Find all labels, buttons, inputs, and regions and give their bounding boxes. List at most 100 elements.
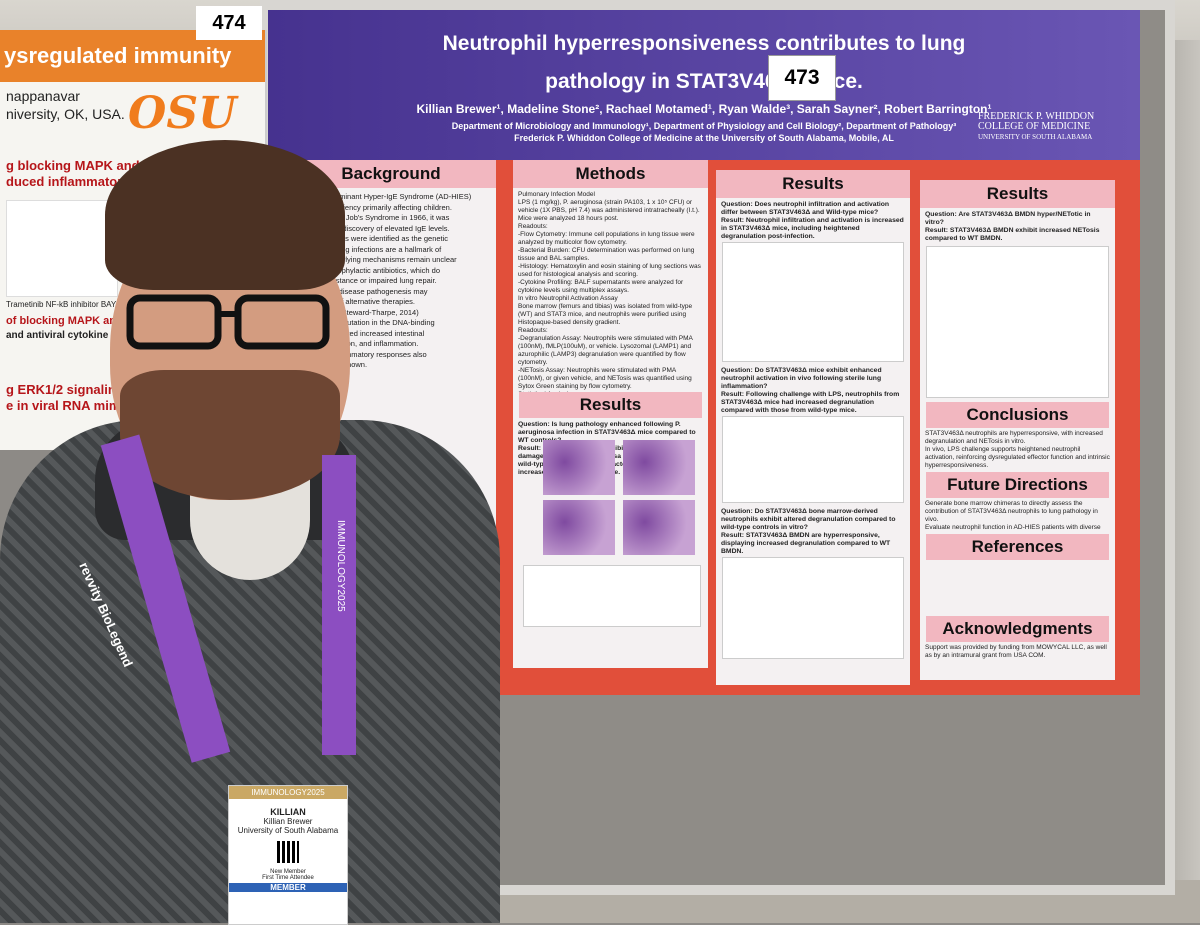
results3-column: Results Question: Are STAT3V463Δ BMDN hy… (920, 180, 1115, 680)
poster-departments: Department of Microbiology and Immunolog… (451, 121, 957, 131)
poster-title-line2: pathology in STAT3V463Δ mice. (545, 70, 863, 93)
person-beard (120, 370, 340, 500)
flow-cytometry-figure (722, 242, 904, 362)
methods-line: Statistical Analysis (518, 391, 703, 392)
results2-result: Result: Neutrophil infiltration and acti… (721, 217, 904, 240)
netosis-figure (926, 246, 1109, 398)
badge-member-ribbon: MEMBER (229, 883, 347, 892)
conclusion-item: STAT3V463Δ neutrophils are hyperresponsi… (925, 430, 1103, 445)
results2-result: Result: Following challenge with LPS, ne… (721, 391, 900, 414)
background-line: STAT3-V463Δ mutation in the DNA-binding (292, 318, 435, 327)
logo-line: FREDERICK P. WHIDDON (978, 111, 1095, 122)
badge-first-name: KILLIAN (270, 807, 306, 817)
methods-line: In vitro Neutrophil Activation Assay (518, 295, 618, 302)
methods-text: Pulmonary Infection Model LPS (1 mg/kg), … (513, 188, 708, 392)
badge-event: IMMUNOLOGY2025 (229, 786, 347, 799)
methods-line: -Flow Cytometry: Immune cell populations… (518, 231, 695, 246)
background-line: re immunodeficiency primarily affecting … (292, 202, 452, 212)
name-badge: IMMUNOLOGY2025 KILLIAN Killian Brewer Un… (228, 785, 348, 925)
results3-text: Question: Are STAT3V463Δ BMDN hyper/NETo… (920, 208, 1115, 244)
conclusions-text: STAT3V463Δ neutrophils are hyperresponsi… (920, 428, 1115, 470)
references-header: References (926, 534, 1109, 560)
glasses-icon (126, 294, 330, 350)
bar-chart-figure (523, 565, 701, 627)
badge-full-name: Killian Brewer (263, 817, 313, 826)
neighbor-text: and antiviral cytokine response. M (6, 330, 170, 341)
methods-line: Bone marrow (femurs and tibias) was isol… (518, 303, 693, 326)
poster-title-line1: Neutrophil hyperresponsiveness contribut… (442, 32, 966, 55)
methods-line: Readouts: (518, 223, 548, 230)
methods-line: Readouts: (518, 327, 548, 334)
methods-line: -Degranulation Assay: Neutrophils were s… (518, 335, 693, 366)
research-poster: Neutrophil hyperresponsiveness contribut… (268, 10, 1140, 695)
results3-question: Question: Are STAT3V463Δ BMDN hyper/NETo… (925, 211, 1091, 226)
methods-line: -Cytokine Profiling: BALF supernatants w… (518, 279, 684, 294)
background-line: development of alternative therapies. (292, 297, 415, 306)
poster-header (268, 10, 1140, 160)
logo-line: UNIVERSITY OF SOUTH ALABAMA (978, 133, 1093, 141)
results1-header: Results (519, 392, 702, 418)
histology-image (543, 500, 615, 555)
background-line: heightened inflammatory responses also (292, 349, 427, 359)
neighbor-text: Trametinib NF-kB inhibitor BAY p-P38 (6, 300, 140, 309)
badge-ribbon: New Member (270, 869, 306, 875)
results2-column: Results Question: Does neutrophil infilt… (716, 170, 910, 685)
acknowledgments-header: Acknowledgments (926, 616, 1109, 642)
person-hair (105, 140, 345, 290)
neighbor-author: nappanavar (6, 88, 80, 104)
conclusions-header: Conclusions (926, 402, 1109, 428)
badge-ribbon: First Time Attendee (262, 875, 314, 881)
future-header: Future Directions (926, 472, 1109, 498)
methods-line: -Histology: Hematoxylin and eosin staini… (518, 263, 701, 278)
results2-q2: Question: Do STAT3V463Δ mice exhibit enh… (716, 364, 910, 414)
badge-org: University of South Alabama (237, 826, 339, 835)
future-item: Generate bone marrow chimeras to directl… (925, 500, 1098, 523)
poster-authors: Killian Brewer¹, Madeline Stone², Rachae… (416, 102, 992, 116)
histology-image (623, 500, 695, 555)
poster-institution: Frederick P. Whiddon College of Medicine… (514, 133, 894, 143)
background-line: key drivers of disease pathogenesis may (292, 286, 428, 296)
background-line: t and severe lung infections are a hallm… (292, 244, 442, 254)
results3-header: Results (920, 180, 1115, 208)
results3-result: Result: STAT3V463Δ BMDN exhibit increase… (925, 227, 1100, 242)
future-item: Evaluate neutrophil function in AD-HIES … (925, 524, 1101, 531)
results2-question: Question: Does neutrophil infiltration a… (721, 201, 890, 216)
results2-header: Results (716, 170, 910, 198)
qr-code-icon (277, 841, 299, 863)
background-line: STAT3 mutations were identified as the g… (292, 234, 449, 243)
methods-line: Pulmonary Infection Model (518, 191, 595, 198)
poster-number: 473 (768, 55, 836, 101)
background-line: Autosomal Dominant Hyper-IgE Syndrome (A… (292, 192, 472, 201)
results2-result: Result: STAT3V463Δ BMDN are hyperrespons… (721, 532, 891, 555)
osu-logo: OSU (128, 88, 237, 139)
background-line: mouse model (Steward-Tharpe, 2014) (292, 307, 419, 317)
future-text: Generate bone marrow chimeras to directl… (920, 498, 1115, 532)
references-text (920, 560, 1115, 614)
degranulation-figure (722, 416, 904, 503)
results2-q1: Question: Does neutrophil infiltration a… (716, 198, 910, 240)
conclusion-item: In vivo, LPS challenge supports heighten… (925, 446, 1110, 469)
background-line: S, but the underlying mechanisms remain … (292, 255, 457, 264)
histology-image (623, 440, 695, 495)
results2-question: Question: Do STAT3V463Δ bone marrow-deri… (721, 508, 896, 531)
lanyard-right (322, 455, 356, 755)
neighbor-chart (6, 200, 118, 297)
poster-affiliations: Department of Microbiology and Immunolog… (268, 120, 1140, 144)
results2-q3: Question: Do STAT3V463Δ bone marrow-deri… (716, 505, 910, 555)
neighbor-location: niversity, OK, USA. (6, 106, 125, 122)
methods-header: Methods (513, 160, 708, 188)
background-line: antibiotic resistance or impaired lung r… (292, 276, 437, 285)
neighbor-poster-number: 474 (196, 6, 262, 40)
background-line: udies demonstrated increased intestinal (292, 328, 425, 338)
results2-question: Question: Do STAT3V463Δ mice exhibit enh… (721, 367, 882, 390)
background-line: nt relies on prophylactic antibiotics, w… (292, 265, 440, 275)
methods-line: -Bacterial Burden: CFU determination was… (518, 247, 695, 262)
bmdn-figure (722, 557, 904, 659)
background-line: amed after the discovery of elevated IgE… (292, 223, 450, 233)
methods-line: LPS (1 mg/kg), P. aeruginosa (strain PA1… (518, 199, 700, 222)
histology-image (543, 440, 615, 495)
methods-line: -NETosis Assay: Neutrophils were stimula… (518, 367, 692, 390)
lanyard-text: IMMUNOLOGY2025 (335, 520, 346, 612)
background-line: eutrophil infiltration, and inflammation… (292, 339, 419, 348)
results1-line: Question: Is lung pathology enhanced fol… (518, 421, 696, 444)
